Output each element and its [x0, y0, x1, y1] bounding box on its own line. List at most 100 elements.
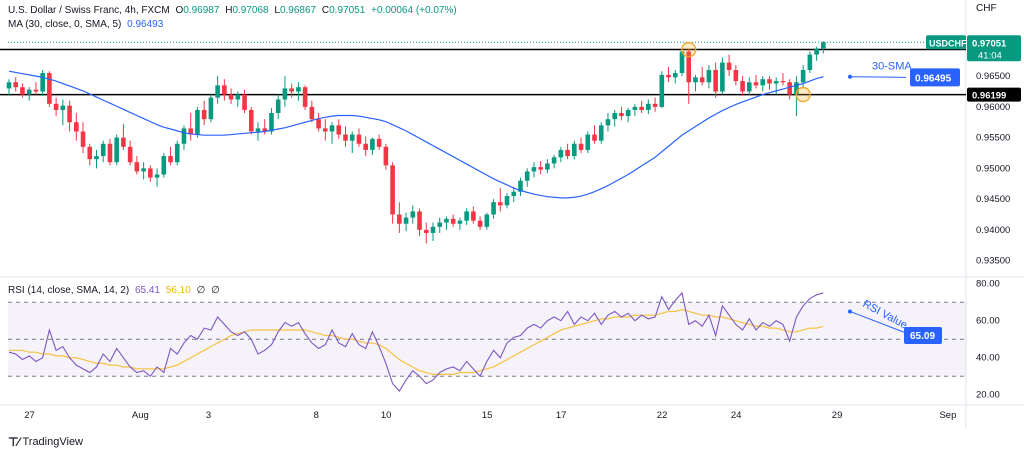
- candle-body: [713, 69, 718, 92]
- price-tick-label: 0.93500: [976, 256, 1010, 267]
- candle-body: [154, 174, 160, 178]
- candle-body: [807, 54, 813, 70]
- candle-body: [545, 163, 550, 170]
- change-value: +0.00064 (+0.07%): [371, 5, 457, 16]
- candle-body: [619, 113, 624, 117]
- candle-body: [309, 106, 315, 120]
- sma-callout-tag: [910, 68, 960, 87]
- rsi-callout-dot: [848, 309, 852, 314]
- candle-body: [572, 143, 577, 157]
- candle-body: [524, 171, 530, 181]
- candle-body: [26, 89, 32, 95]
- rsi-tick-label: 20.00: [976, 390, 1000, 401]
- candle-body: [565, 149, 570, 157]
- level-price-tag-bg: [967, 87, 1021, 102]
- candle-body: [80, 131, 86, 147]
- candle-body: [262, 128, 268, 132]
- candle-body: [598, 125, 604, 141]
- candle-body: [672, 73, 678, 78]
- ma30-line: [8, 70, 824, 199]
- symbol-badge-label: USDCHF: [929, 38, 967, 48]
- candle-body: [821, 42, 826, 49]
- candle-body: [659, 74, 665, 107]
- candle-body: [504, 196, 510, 206]
- time-tick-label: 8: [314, 410, 319, 421]
- candle-body: [13, 82, 19, 88]
- candle-body: [800, 69, 806, 83]
- candle-body: [302, 87, 308, 107]
- candle-body: [423, 229, 429, 233]
- candle-body: [390, 165, 395, 215]
- candle-body: [518, 180, 523, 192]
- time-tick-label: 17: [556, 410, 567, 421]
- time-tick-label: 10: [381, 410, 392, 421]
- sma-callout-value: 0.96495: [915, 73, 952, 84]
- symbol-title[interactable]: U.S. Dollar / Swiss Franc, 4h, FXCM: [8, 5, 170, 16]
- candle-body: [141, 168, 146, 172]
- tradingview-logo[interactable]: ⊤⁄ TradingView: [8, 435, 83, 449]
- sma-callout-dot: [848, 74, 852, 79]
- candle-body: [666, 74, 671, 78]
- price-tick-label: 0.94000: [976, 225, 1010, 236]
- candle-body: [740, 81, 745, 92]
- candle-body: [316, 119, 321, 129]
- bar-countdown: 41:04: [978, 50, 1002, 61]
- candle-body: [780, 81, 786, 83]
- ma-legend[interactable]: MA (30, close, 0, SMA, 5) 0.96493: [8, 19, 166, 30]
- candle-body: [397, 214, 402, 224]
- time-tick-label: Sep: [939, 410, 956, 421]
- candle-body: [437, 222, 443, 227]
- candle-body: [255, 128, 261, 132]
- rsi-callout-tag: [904, 327, 942, 344]
- last-price-tag: [967, 35, 1021, 62]
- candle-body: [47, 73, 52, 104]
- marker-circle: [795, 86, 811, 103]
- currency-label: CHF: [976, 3, 997, 14]
- candle-body: [370, 138, 375, 150]
- candle-body: [686, 51, 692, 83]
- candle-body: [269, 113, 274, 132]
- candle-body: [356, 134, 362, 144]
- candle-body: [471, 211, 476, 221]
- candle-body: [376, 138, 382, 147]
- candle-body: [74, 122, 79, 132]
- candle-body: [794, 82, 799, 95]
- high-value: 0.97068: [232, 5, 269, 16]
- candle-body: [40, 73, 45, 92]
- rsi-label: RSI (14, close, SMA, 14, 2): [8, 285, 130, 296]
- candle-body: [6, 82, 12, 89]
- candle-body: [410, 211, 416, 218]
- rsi-tick-label: 60.00: [976, 316, 1000, 327]
- candle-body: [33, 89, 39, 92]
- open-label: O: [175, 5, 184, 16]
- candle-body: [733, 69, 739, 82]
- candle-body: [228, 94, 234, 100]
- candle-body: [161, 156, 167, 175]
- price-tick-label: 0.95500: [976, 133, 1010, 144]
- candle-body: [168, 156, 173, 163]
- candle-body: [248, 109, 254, 132]
- rsi-ma-value: 56.10: [165, 285, 191, 296]
- candle-body: [134, 162, 140, 172]
- candle-body: [87, 146, 93, 160]
- rsi-legend[interactable]: RSI (14, close, SMA, 14, 2) 65.41 56.10 …: [8, 285, 223, 296]
- candle-body: [235, 94, 241, 100]
- candle-body: [592, 134, 597, 141]
- candle-body: [94, 156, 99, 160]
- candle-body: [720, 62, 725, 92]
- candle-body: [747, 82, 752, 92]
- candle-body: [430, 226, 436, 233]
- candle-body: [444, 218, 449, 223]
- time-tick-label: 29: [832, 410, 843, 421]
- candle-body: [679, 51, 685, 74]
- candle-body: [585, 134, 591, 150]
- candle-body: [67, 105, 72, 123]
- candle-body: [20, 87, 25, 95]
- time-tick-label: Aug: [132, 410, 149, 421]
- candle-body: [558, 149, 564, 158]
- time-tick-label: 22: [657, 410, 668, 421]
- candle-body: [767, 79, 772, 84]
- candle-body: [639, 106, 644, 110]
- rsi-extra-1: ∅: [196, 285, 206, 296]
